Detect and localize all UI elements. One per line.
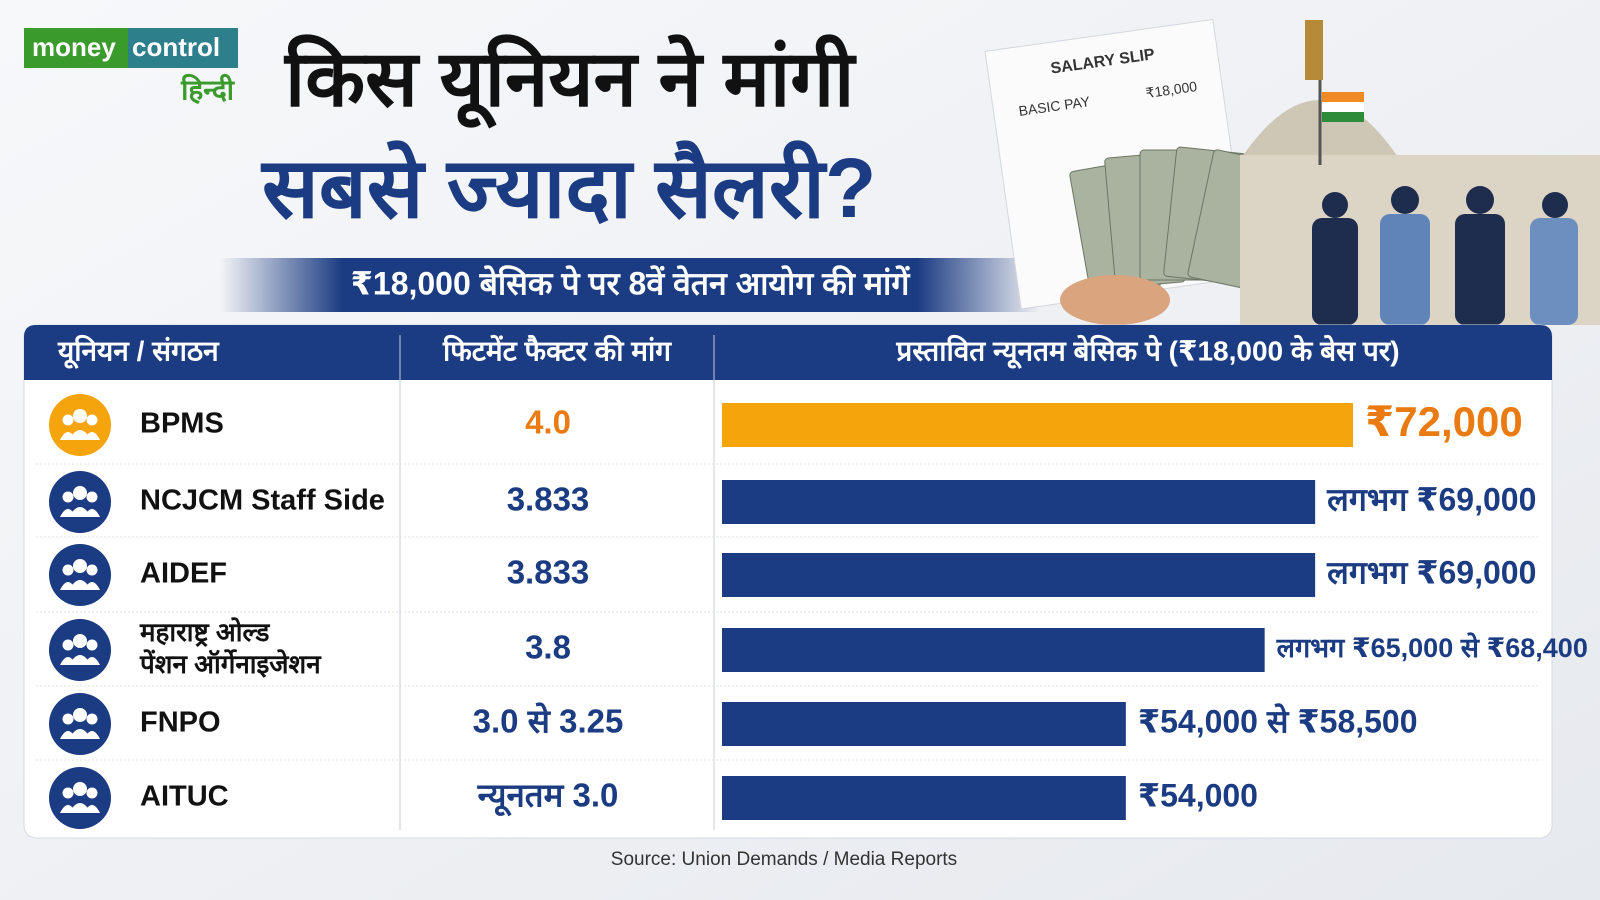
icon-head: [73, 559, 87, 573]
union-name: महाराष्ट्र ओल्ड: [139, 617, 270, 647]
icon-head: [62, 414, 74, 426]
title: किस यूनियन ने मांगी: [283, 34, 857, 130]
column-header: फिटमेंट फैक्टर की मांग: [442, 334, 672, 366]
icon-head: [62, 564, 74, 576]
icon-head: [73, 486, 87, 500]
subtitle-banner: [220, 258, 1040, 312]
logo-bg: [24, 28, 128, 68]
source: Source: Union Demands / Media Reports: [611, 849, 957, 870]
fitment-factor: 4.0: [525, 404, 571, 441]
logo-text: control: [132, 32, 220, 62]
icon-head: [86, 787, 98, 799]
icon-body: [69, 729, 91, 739]
icon-head: [62, 787, 74, 799]
value-label: लगभग ₹65,000 से ₹68,400: [1276, 632, 1588, 663]
bar: [722, 702, 1126, 746]
illustration: SALARY SLIP BASIC PAY ₹18,000: [984, 18, 1600, 325]
union-icon: [49, 471, 111, 533]
fitment-factor: 3.833: [507, 554, 590, 591]
icon-head: [73, 409, 87, 423]
icon-body: [69, 430, 91, 440]
icon-circle: [49, 394, 111, 456]
union-name: AIDEF: [140, 558, 227, 590]
icon-circle: [49, 767, 111, 829]
icon-head: [62, 713, 74, 725]
bar: [722, 480, 1316, 524]
value-label: ₹54,000 से ₹58,500: [1138, 702, 1418, 739]
union-name: NCJCM Staff Side: [140, 485, 385, 517]
bar: [722, 403, 1353, 447]
fitment-factor: 3.8: [525, 629, 571, 666]
logo-text: money: [32, 32, 116, 62]
icon-circle: [49, 544, 111, 606]
icon-head: [86, 713, 98, 725]
icon-body: [69, 507, 91, 517]
icon-circle: [49, 619, 111, 681]
union-name: AITUC: [140, 781, 229, 813]
icon-head: [86, 414, 98, 426]
title: सबसे ज्यादा सैलरी?: [260, 140, 876, 235]
fitment-factor: 3.0 से 3.25: [473, 702, 624, 740]
icon-head: [62, 491, 74, 503]
value-label: लगभग ₹69,000: [1326, 554, 1536, 590]
slip-value: ₹18,000: [1145, 78, 1199, 101]
icon-head: [73, 782, 87, 796]
bar: [722, 553, 1316, 597]
icon-head: [86, 564, 98, 576]
value-label: ₹72,000: [1365, 398, 1523, 445]
bar: [722, 628, 1265, 672]
icon-head: [73, 634, 87, 648]
union-icon: [49, 544, 111, 606]
bar: [722, 776, 1126, 820]
fitment-factor: 3.833: [507, 481, 590, 518]
icon-body: [69, 580, 91, 590]
icon-circle: [49, 471, 111, 533]
column-header: यूनियन / संगठन: [57, 334, 220, 369]
icon-head: [86, 639, 98, 651]
union-name: FNPO: [140, 707, 221, 739]
icon-head: [86, 491, 98, 503]
union-icon: [49, 394, 111, 456]
icon-head: [62, 639, 74, 651]
column-header: प्रस्तावित न्यूनतम बेसिक पे (₹18,000 के …: [895, 334, 1399, 369]
icon-body: [69, 655, 91, 665]
table-header: [24, 325, 1552, 380]
union-icon: [49, 767, 111, 829]
icon-body: [69, 803, 91, 813]
fitment-factor: न्यूनतम 3.0: [477, 777, 619, 817]
union-name: पेंशन ऑर्गेनाइजेशन: [139, 649, 322, 679]
icon-circle: [49, 693, 111, 755]
subtitle: ₹18,000 बेसिक पे पर 8वें वेतन आयोग की मा…: [351, 264, 911, 301]
union-icon: [49, 619, 111, 681]
icon-head: [73, 708, 87, 722]
logo-language: हिन्दी: [180, 73, 236, 105]
logo-bg: [128, 28, 238, 68]
union-name: BPMS: [140, 408, 224, 440]
union-icon: [49, 693, 111, 755]
value-label: ₹54,000: [1138, 777, 1258, 813]
value-label: लगभग ₹69,000: [1326, 481, 1536, 517]
